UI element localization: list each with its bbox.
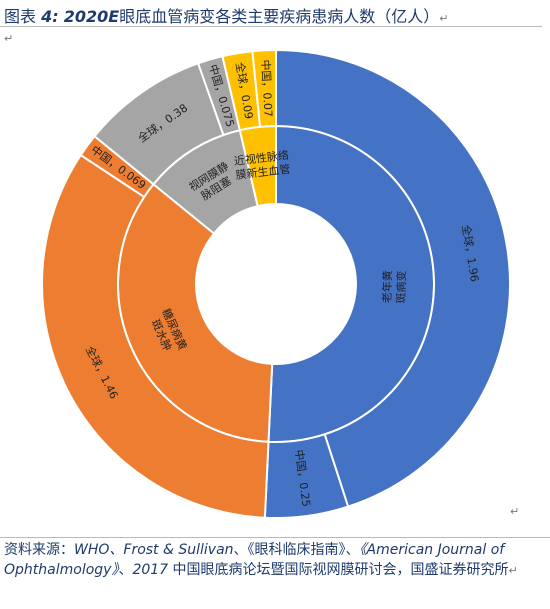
sunburst-chart: 老年黄斑病变糖尿病黄斑水肿视网膜静脉阻塞近视性脉络膜新生血管全球，1.96中国，… bbox=[41, 48, 511, 519]
source-divider bbox=[0, 537, 550, 538]
source-note: 资料来源：WHO、Frost & Sullivan、《眼科临床指南》、《Amer… bbox=[4, 540, 544, 581]
outer-segment-amd-0 bbox=[275, 48, 511, 508]
outer-ring bbox=[41, 48, 511, 519]
paragraph-mark-icon: ↵ bbox=[508, 564, 518, 577]
title-number: 4: bbox=[41, 7, 59, 26]
title-divider bbox=[0, 26, 542, 27]
source-separator: 、 bbox=[345, 542, 360, 558]
inner-label-amd: 老年黄斑病变 bbox=[380, 270, 409, 304]
source-year: 2017 bbox=[132, 562, 169, 578]
paragraph-mark-icon: ↵ bbox=[510, 505, 520, 518]
figure-title: 图表 4: 2020E眼底血管病变各类主要疾病患病人数（亿人）↵ bbox=[4, 3, 546, 27]
outer-label-cnv-7: 中国，0.07 bbox=[259, 59, 275, 117]
inner-label-cnv: 近视性脉络膜新生血管 bbox=[233, 148, 291, 182]
source-label: 资料来源： bbox=[4, 542, 74, 558]
paragraph-mark-icon: ↵ bbox=[4, 32, 14, 45]
title-prefix: 图表 bbox=[4, 7, 37, 26]
outer-segment-cnv-7 bbox=[251, 48, 277, 128]
source-separator: 、 bbox=[233, 542, 248, 558]
source-who-frost: WHO、Frost & Sullivan bbox=[74, 542, 234, 558]
title-year: 2020E bbox=[63, 7, 120, 26]
paragraph-mark-icon: ↵ bbox=[439, 12, 449, 25]
source-guide: 《眼科临床指南》 bbox=[247, 542, 346, 558]
source-journal: 《American Journal of Ophthalmology》 bbox=[4, 542, 505, 578]
source-tail: 中国眼底病论坛暨国际视网膜研讨会，国盛证券研究所 bbox=[168, 562, 509, 578]
inner-ring bbox=[117, 124, 435, 443]
source-separator: 、 bbox=[118, 562, 133, 578]
outer-segment-dme-2 bbox=[41, 153, 270, 519]
title-text: 眼底血管病变各类主要疾病患病人数（亿人） bbox=[119, 7, 440, 26]
